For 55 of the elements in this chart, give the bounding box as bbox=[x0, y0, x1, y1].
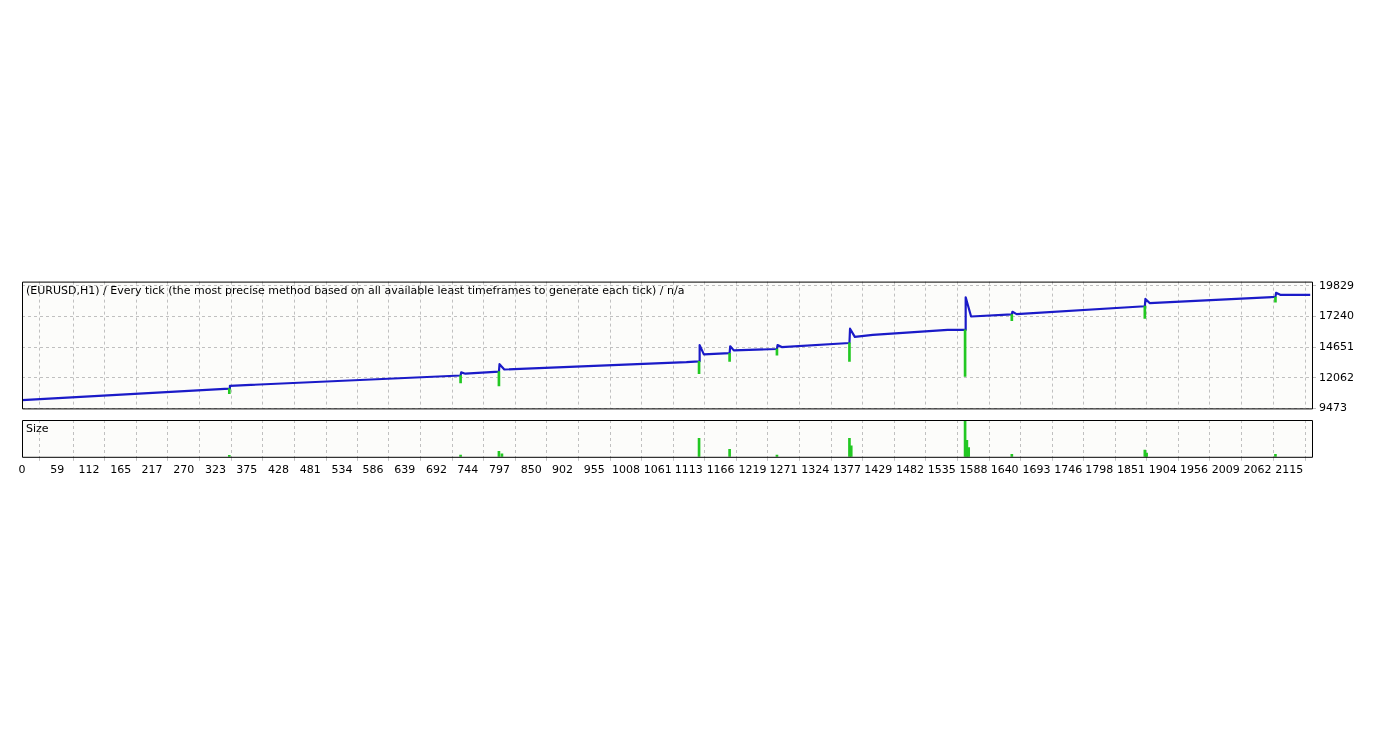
y-tick-label: 17240 bbox=[1319, 309, 1354, 323]
x-tick-label: 586 bbox=[362, 463, 384, 477]
x-tick-label: 1377 bbox=[833, 463, 862, 477]
bar bbox=[227, 388, 231, 395]
y-tick-label: 12062 bbox=[1319, 370, 1354, 384]
x-tick-label: 481 bbox=[299, 463, 321, 477]
x-tick-label: 375 bbox=[236, 463, 258, 477]
x-tick-label: 270 bbox=[173, 463, 195, 477]
x-tick-label: 2009 bbox=[1211, 463, 1240, 477]
x-tick-label: 428 bbox=[267, 463, 289, 477]
x-tick-label: 59 bbox=[50, 463, 65, 477]
x-tick-label: 1219 bbox=[738, 463, 767, 477]
x-tick-label: 1324 bbox=[801, 463, 830, 477]
x-tick-label: 2062 bbox=[1243, 463, 1272, 477]
chart-title: (EURUSD,H1) / Every tick (the most precise method based on all available least timeframes to generate each tick) / n/a bbox=[26, 283, 685, 297]
x-tick-label: 217 bbox=[141, 463, 163, 477]
x-tick-label: 1693 bbox=[1022, 463, 1051, 477]
x-tick-label: 0 bbox=[18, 463, 26, 477]
x-tick-label: 1588 bbox=[959, 463, 988, 477]
chart-title: Size bbox=[26, 422, 49, 436]
x-tick-label: 1535 bbox=[927, 463, 956, 477]
x-tick-label: 797 bbox=[489, 463, 511, 477]
bar bbox=[459, 375, 462, 384]
x-tick-label: 1271 bbox=[769, 463, 798, 477]
bar bbox=[728, 352, 731, 362]
x-tick-label: 165 bbox=[110, 463, 132, 477]
x-tick-label: 1482 bbox=[895, 463, 924, 477]
bar bbox=[848, 342, 851, 362]
bar bbox=[728, 449, 731, 457]
x-tick-label: 1640 bbox=[990, 463, 1019, 477]
x-tick-label: 1904 bbox=[1148, 463, 1177, 477]
x-tick-label: 1956 bbox=[1179, 463, 1208, 477]
x-tick-label: 1798 bbox=[1085, 463, 1114, 477]
x-tick-label: 323 bbox=[205, 463, 227, 477]
x-tick-label: 1166 bbox=[706, 463, 735, 477]
x-tick-label: 1746 bbox=[1054, 463, 1083, 477]
x-tick-label: 2115 bbox=[1275, 463, 1304, 477]
x-tick-label: 534 bbox=[331, 463, 353, 477]
x-tick-label: 112 bbox=[78, 463, 100, 477]
x-tick-label: 1113 bbox=[674, 463, 703, 477]
x-tick-label: 1851 bbox=[1117, 463, 1146, 477]
x-tick-label: 1429 bbox=[864, 463, 893, 477]
x-tick-label: 639 bbox=[394, 463, 416, 477]
x-tick-label: 1008 bbox=[611, 463, 640, 477]
bar bbox=[1010, 314, 1014, 321]
x-tick-label: 692 bbox=[426, 463, 448, 477]
x-tick-label: 902 bbox=[551, 463, 573, 477]
y-tick-label: 9473 bbox=[1319, 401, 1347, 415]
bar bbox=[1274, 296, 1277, 303]
x-tick-label: 1061 bbox=[643, 463, 672, 477]
y-tick-label: 14651 bbox=[1319, 340, 1354, 354]
y-tick-label: 19829 bbox=[1319, 278, 1354, 292]
x-tick-label: 850 bbox=[520, 463, 542, 477]
x-tick-label: 955 bbox=[583, 463, 605, 477]
x-tick-label: 744 bbox=[457, 463, 479, 477]
